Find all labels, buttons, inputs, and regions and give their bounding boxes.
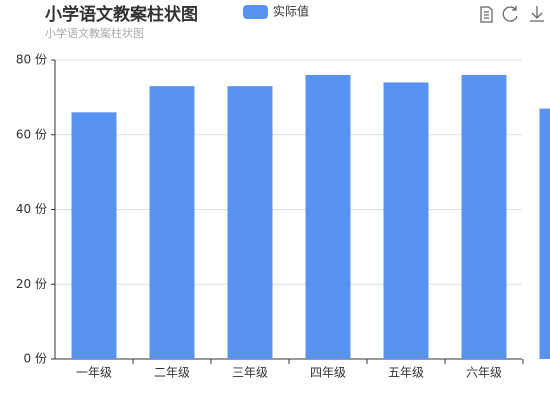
restore-icon[interactable]: [502, 6, 518, 22]
chart-subtitle: 小学语文教案柱状图: [45, 26, 144, 40]
y-tick-label: 40 份: [16, 202, 47, 216]
legend-swatch: [243, 5, 268, 19]
bar: [539, 108, 550, 360]
y-tick-label: 60 份: [16, 127, 47, 141]
x-tick-label: 三年级: [232, 366, 268, 380]
x-tick-label: 四年级: [310, 366, 346, 380]
x-tick-label: 二年级: [154, 366, 190, 380]
toolbox[interactable]: [480, 6, 544, 23]
y-tick-label: 0 份: [24, 352, 47, 366]
bar: [149, 86, 195, 359]
save-icon[interactable]: [530, 6, 544, 22]
y-tick-label: 80 份: [16, 53, 47, 67]
y-tick-label: 20 份: [16, 277, 47, 291]
bar: [71, 112, 117, 359]
data-view-icon[interactable]: [480, 6, 493, 23]
legend-label: 实际值: [273, 4, 309, 19]
bar: [305, 74, 351, 359]
x-tick-label: 五年级: [388, 366, 424, 380]
bar: [383, 82, 429, 360]
chart-title: 小学语文教案柱状图: [45, 4, 198, 25]
bar: [227, 86, 273, 359]
bar: [461, 74, 507, 359]
x-tick-label: 六年级: [466, 366, 502, 380]
x-tick-label: 一年级: [76, 366, 112, 380]
